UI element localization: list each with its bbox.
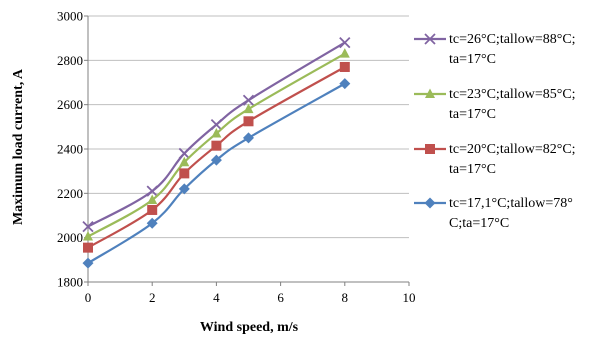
series-1-point-4-stroke-b <box>210 118 223 131</box>
data-series <box>82 36 351 269</box>
series-2-point-8 <box>339 48 350 58</box>
legend-swatch-marker-1-stroke-b <box>424 33 436 45</box>
legend-swatch-marker-1 <box>424 33 436 45</box>
y-tick-label-2800: 2800 <box>57 53 83 68</box>
x-tick-label-4: 4 <box>213 290 220 305</box>
series-3-point-8 <box>339 61 350 72</box>
y-tick-label-2000: 2000 <box>57 230 83 245</box>
series-2-point-2 <box>147 194 158 204</box>
y-tick-label-2600: 2600 <box>57 97 83 112</box>
series-3-point-5 <box>243 116 254 127</box>
series-1-point-3 <box>178 147 190 160</box>
series-4-line <box>87 82 346 265</box>
legend-item-2: tc=23°C;tallow=85°C; ta=17°C <box>414 87 576 122</box>
series-1-line <box>87 41 346 228</box>
series-4 <box>82 78 351 269</box>
series-4-point-3 <box>178 183 190 195</box>
legend-item-4: tc=17,1°C;tallow=78° C;ta=17°C <box>414 196 573 231</box>
series-3-point-0 <box>83 242 93 253</box>
legend-item-3: tc=20°C;tallow=82°C; ta=17°C <box>414 142 576 177</box>
series-2 <box>83 48 350 241</box>
legend-item-1: tc=26°C;tallow=88°C; ta=17°C <box>414 32 576 67</box>
x-tick-label-10: 10 <box>403 290 416 305</box>
axes: 1800 2000 2200 2400 2600 2800 3000 0 2 4 6 8 10 <box>57 9 416 306</box>
series-2-point-4 <box>211 127 222 138</box>
x-axis-title: Wind speed, m/s <box>200 320 299 335</box>
x-tick-label-2: 2 <box>149 290 156 305</box>
series-4-point-4 <box>210 154 222 166</box>
legend-label-3-line-1: tc=20°C;tallow=82°C; <box>449 142 576 157</box>
legend-label-2-line-2: ta=17°C <box>449 107 496 122</box>
legend-swatch-marker-3 <box>425 144 435 154</box>
y-tick-label-2200: 2200 <box>57 186 83 201</box>
series-1 <box>82 36 351 233</box>
gridlines <box>88 15 409 239</box>
series-1-point-2 <box>146 185 158 197</box>
legend-label-1-line-2: ta=17°C <box>449 52 496 67</box>
legend-swatch-marker-2 <box>425 88 435 98</box>
series-2-point-3 <box>179 156 190 167</box>
x-tick-label-8: 8 <box>342 290 349 305</box>
x-tick-label-6: 6 <box>277 290 284 305</box>
series-1-point-0-stroke-b <box>82 220 94 233</box>
series-1-point-4 <box>210 118 223 131</box>
y-tick-label-1800: 1800 <box>57 275 83 290</box>
series-4-point-2 <box>146 217 158 229</box>
series-2-point-5 <box>243 103 254 114</box>
series-1-point-5 <box>242 94 255 106</box>
series-1-point-5-stroke-b <box>242 94 255 106</box>
series-3-point-2 <box>147 204 158 215</box>
series-4-point-0 <box>82 257 94 269</box>
series-1-point-8-stroke-b <box>339 36 351 49</box>
legend-label-4-line-1: tc=17,1°C;tallow=78° <box>449 196 573 211</box>
series-4-point-8 <box>339 78 351 90</box>
x-tick-label-0: 0 <box>85 290 92 305</box>
legend-label-4-line-2: C;ta=17°C <box>449 216 509 231</box>
series-3 <box>83 61 350 253</box>
y-tick-label-2400: 2400 <box>57 142 83 157</box>
legend-label-1-line-1: tc=26°C;tallow=88°C; <box>449 32 576 47</box>
series-1-point-2-stroke-b <box>146 185 158 197</box>
y-tick-label-3000: 3000 <box>57 9 83 24</box>
legend: tc=26°C;tallow=88°C;ta=17°Ctc=23°C;tallo… <box>414 32 576 231</box>
series-2-line <box>87 52 346 238</box>
series-2-point-0 <box>83 231 93 241</box>
series-3-point-4 <box>211 140 222 151</box>
series-3-line <box>87 66 346 249</box>
series-3-point-3 <box>179 168 190 179</box>
series-1-point-3-stroke-b <box>178 147 190 160</box>
y-axis-title: Maximum load current, A <box>11 68 26 225</box>
series-4-point-5 <box>243 132 254 144</box>
legend-label-2-line-1: tc=23°C;tallow=85°C; <box>449 87 576 102</box>
series-1-point-8 <box>339 36 351 49</box>
legend-label-3-line-2: ta=17°C <box>449 162 496 177</box>
legend-swatch-marker-4 <box>424 197 436 209</box>
series-1-point-0 <box>82 220 94 233</box>
